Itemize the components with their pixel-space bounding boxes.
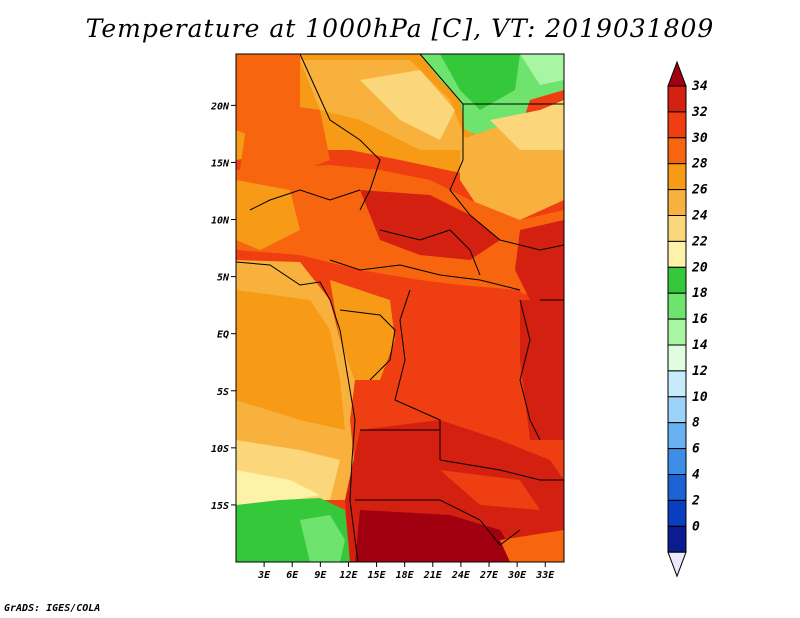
colorbar-label: 4 (692, 468, 700, 483)
lon-tick-label: 9E (314, 570, 327, 581)
colorbar-swatch (667, 396, 687, 424)
colorbar-label: 32 (691, 105, 708, 120)
colorbar-label: 26 (691, 183, 708, 198)
lat-tick-label: 15S (211, 501, 229, 512)
colorbar-swatch (667, 499, 687, 527)
lon-tick-label: 27E (479, 570, 499, 581)
colorbar-swatch (667, 111, 687, 139)
lon-tick-label: 15E (368, 570, 387, 581)
lat-tick-label: 5N (217, 273, 230, 284)
lon-tick-label: 30E (507, 570, 527, 581)
lon-tick-label: 21E (423, 570, 443, 581)
colorbar-swatch (667, 85, 687, 113)
colorbar-label: 18 (692, 286, 708, 301)
lat-tick-label: 5S (217, 387, 229, 398)
colorbar-label: 8 (692, 416, 700, 431)
latitude-axis: 20N 15N 10N 5N EQ 5S 10S 15S (210, 101, 236, 512)
colorbar-swatch (667, 292, 687, 320)
colorbar-label: 10 (692, 390, 708, 405)
lat-tick-label: 10S (211, 444, 229, 455)
colorbar-swatch (667, 266, 687, 294)
colorbar-swatch (667, 370, 687, 398)
lon-tick-label: 18E (396, 570, 415, 581)
lat-tick-label: EQ (217, 330, 229, 341)
colorbar-label: 22 (691, 234, 708, 249)
colorbar-swatch (667, 137, 687, 165)
colorbar-swatch (667, 448, 687, 476)
colorbar-label: 28 (691, 157, 708, 172)
lat-tick-label: 15N (211, 158, 230, 169)
lon-tick-label: 6E (286, 570, 299, 581)
colorbar-label: 20 (691, 260, 708, 275)
temperature-field (236, 54, 564, 562)
colorbar-bottom-arrow (667, 551, 687, 578)
lon-tick-label: 33E (535, 570, 555, 581)
lon-tick-label: 24E (451, 570, 471, 581)
lon-tick-label: 3E (257, 570, 271, 581)
colorbar-swatch (667, 240, 687, 268)
colorbar-label: 34 (691, 79, 708, 94)
colorbar-swatch (667, 163, 687, 191)
colorbar-swatch (667, 422, 687, 450)
country-borders (236, 54, 564, 562)
colorbar-label: 14 (692, 338, 708, 353)
longitude-axis: 3E 6E 9E 12E 15E 18E 21E 24E 27E 30E 33E (257, 562, 555, 581)
colorbar-swatch (667, 474, 687, 501)
colorbar-swatch (667, 318, 687, 346)
colorbar-top-arrow (667, 60, 687, 87)
colorbar-swatch (667, 215, 687, 242)
colorbar-swatch (667, 189, 687, 217)
colorbar-label: 24 (691, 209, 708, 224)
chart-title: Temperature at 1000hPa [C], VT: 20190318… (85, 14, 715, 43)
colorbar-label: 0 (692, 519, 700, 534)
grads-credit: GrADS: IGES/COLA (4, 603, 101, 614)
colorbar-swatch (667, 344, 687, 372)
colorbar-label: 6 (692, 442, 700, 457)
colorbar-label: 16 (692, 312, 708, 327)
map-frame (235, 53, 565, 563)
lat-tick-label: 20N (210, 101, 230, 112)
colorbar-label: 2 (691, 493, 700, 508)
colorbar-swatch (667, 525, 687, 553)
colorbar-label: 30 (691, 131, 708, 146)
colorbar-label: 12 (692, 364, 708, 379)
lat-tick-label: 10N (211, 216, 230, 227)
lon-tick-label: 12E (339, 570, 358, 581)
